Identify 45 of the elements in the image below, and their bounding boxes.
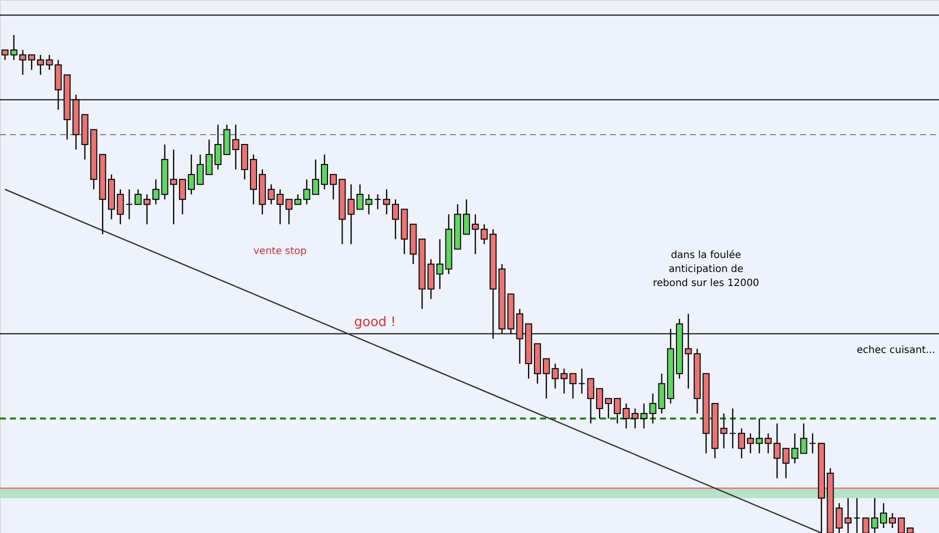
candlestick [587, 378, 594, 424]
candlestick [143, 194, 150, 225]
candlestick [774, 422, 781, 479]
candlestick [888, 512, 896, 529]
candlestick [560, 368, 568, 394]
candlestick [392, 198, 399, 240]
candlestick [320, 154, 328, 190]
candlestick [374, 194, 382, 210]
candlestick [729, 408, 736, 449]
candlestick [28, 54, 36, 70]
candlestick [880, 502, 888, 529]
candlestick [569, 373, 576, 400]
candlestick [285, 198, 292, 225]
candlestick [746, 432, 754, 454]
candlestick [462, 198, 470, 235]
candlestick [116, 188, 124, 225]
candlestick [640, 402, 648, 430]
candlestick [383, 188, 390, 215]
candlestick [720, 412, 728, 449]
candlestick [853, 498, 860, 533]
candlestick [632, 408, 639, 430]
candlestick [604, 398, 612, 420]
candlestick [348, 184, 355, 245]
candlestick [782, 448, 790, 479]
candlestick [214, 124, 222, 170]
candlestick [2, 49, 8, 60]
candlestick [738, 428, 746, 459]
candlestick [809, 432, 816, 454]
candlestick [365, 194, 372, 215]
annotation: dans la foulée anticipation de rebond sur les 12000 [652, 250, 760, 289]
candlestick [356, 184, 364, 210]
annotation: vente stop [253, 246, 307, 257]
candlestick [170, 148, 178, 225]
candlestick [844, 498, 852, 533]
candlestick [276, 188, 284, 225]
candlestick [126, 188, 133, 220]
candlestick [206, 138, 213, 176]
candlestick [134, 188, 142, 205]
candlestick [596, 388, 604, 420]
candlestick [178, 178, 186, 215]
candlestick [37, 54, 44, 76]
candlestick [578, 368, 586, 394]
candlestick [312, 158, 320, 195]
annotation: good ! [354, 315, 396, 330]
annotation: echec cuisant... [856, 345, 936, 356]
